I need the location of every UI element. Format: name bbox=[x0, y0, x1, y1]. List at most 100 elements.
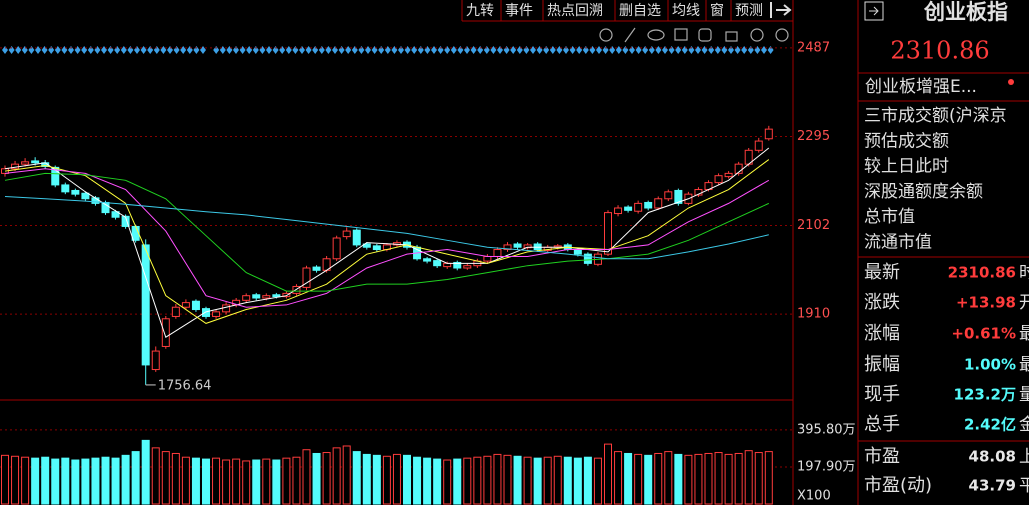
toolbar-button[interactable]: 热点回溯 bbox=[547, 3, 603, 19]
toolbar-button[interactable]: 删自选 bbox=[619, 3, 661, 19]
quote-value: 2310.86 bbox=[948, 264, 1016, 282]
volume-bar bbox=[523, 456, 532, 505]
candle-body bbox=[212, 311, 221, 317]
quote-label: 市盈 bbox=[864, 446, 900, 467]
info-item[interactable]: 三市成交额(沪深京 bbox=[864, 106, 1007, 126]
candle-body bbox=[252, 294, 261, 299]
toolbar-button[interactable]: 事件 bbox=[505, 3, 533, 19]
quote-next-label: 平 bbox=[1019, 476, 1029, 496]
index-price: 2310.86 bbox=[890, 37, 989, 65]
quote-value: 123.2万 bbox=[954, 386, 1016, 404]
marker-diamond bbox=[523, 46, 530, 54]
volume-bar bbox=[21, 456, 30, 505]
volume-bar bbox=[111, 457, 120, 505]
volume-bar bbox=[282, 457, 291, 505]
info-item[interactable]: 深股通额度余额 bbox=[864, 182, 983, 202]
status-dot bbox=[1008, 79, 1014, 85]
candle-body bbox=[463, 265, 472, 269]
unit-label: X100 bbox=[797, 489, 831, 504]
quote-label: 现手 bbox=[864, 384, 900, 405]
candle-body bbox=[191, 300, 200, 311]
candle-body bbox=[734, 163, 743, 174]
volume-bar bbox=[272, 459, 281, 505]
icon[interactable] bbox=[775, 28, 789, 42]
icon[interactable] bbox=[647, 29, 665, 41]
info-item[interactable]: 较上日此时 bbox=[864, 157, 949, 177]
candle-body bbox=[433, 260, 442, 267]
icon[interactable] bbox=[674, 28, 688, 41]
quote-value: 48.08 bbox=[969, 448, 1016, 466]
candle-body bbox=[624, 206, 633, 211]
panel-icon[interactable] bbox=[864, 1, 884, 21]
icon[interactable] bbox=[599, 28, 613, 42]
sub-title[interactable]: 创业板增强E... bbox=[865, 77, 977, 97]
toolbar-button[interactable]: 窗 bbox=[710, 2, 724, 19]
volume-bar bbox=[573, 457, 582, 505]
info-item[interactable]: 预估成交额 bbox=[864, 131, 949, 151]
marker-diamond bbox=[602, 46, 609, 54]
marker-diamond bbox=[107, 46, 114, 54]
toolbar-button[interactable]: 均线 bbox=[672, 3, 700, 19]
marker-diamond bbox=[48, 46, 55, 54]
toolbar-button[interactable]: 预测 bbox=[735, 3, 763, 19]
quote-label: 涨幅 bbox=[864, 323, 900, 344]
candle-body bbox=[372, 245, 381, 251]
volume-bar bbox=[372, 454, 381, 505]
volume-bar bbox=[121, 454, 130, 505]
candle-body bbox=[724, 172, 733, 178]
quote-next-label: 时 bbox=[1019, 263, 1029, 283]
marker-diamond bbox=[688, 46, 695, 54]
volume-bar bbox=[362, 453, 371, 505]
volume-bar bbox=[634, 453, 643, 505]
volume-bar bbox=[212, 457, 221, 505]
volume-bar bbox=[593, 457, 602, 505]
y-tick-label: 1910 bbox=[797, 307, 830, 322]
candle-body bbox=[121, 215, 130, 227]
icon[interactable] bbox=[698, 28, 712, 42]
candle-body bbox=[21, 161, 30, 165]
volume-bar bbox=[543, 456, 552, 505]
volume-bar bbox=[252, 459, 261, 505]
volume-bar bbox=[403, 454, 411, 505]
candle-body bbox=[352, 229, 361, 246]
volume-bar bbox=[151, 447, 160, 505]
volume-bar bbox=[11, 455, 20, 505]
toolbar-button[interactable]: 九转 bbox=[466, 3, 494, 19]
candle-body bbox=[161, 318, 170, 347]
volume-bar bbox=[342, 445, 351, 505]
candle-body bbox=[583, 253, 592, 264]
volume-bar bbox=[332, 447, 341, 505]
volume-bar bbox=[433, 458, 442, 505]
volume-bar bbox=[302, 449, 311, 505]
icon[interactable] bbox=[725, 31, 738, 42]
candle-body bbox=[202, 308, 210, 317]
candle-body bbox=[171, 306, 180, 317]
candle-body bbox=[282, 292, 291, 298]
icon[interactable] bbox=[750, 28, 764, 42]
marker-diamond bbox=[398, 46, 404, 54]
volume-bar bbox=[704, 452, 713, 505]
volume-bar bbox=[583, 456, 592, 505]
quote-next-label: 最 bbox=[1019, 324, 1029, 344]
candle-body bbox=[573, 249, 582, 255]
marker-diamond bbox=[193, 46, 200, 54]
volume-bar bbox=[222, 459, 231, 505]
marker-diamond bbox=[728, 46, 734, 54]
candle-body bbox=[131, 225, 140, 241]
marker-diamond bbox=[272, 46, 279, 54]
info-item[interactable]: 流通市值 bbox=[864, 233, 932, 253]
icon[interactable] bbox=[624, 27, 636, 43]
quote-value: +13.98 bbox=[956, 294, 1016, 312]
quote-value: 2.42亿 bbox=[964, 416, 1016, 434]
volume-bar bbox=[684, 454, 693, 505]
volume-bar bbox=[463, 457, 472, 505]
candle-body bbox=[222, 304, 231, 313]
candle-body bbox=[312, 266, 321, 271]
marker-diamond bbox=[233, 46, 239, 54]
volume-bar bbox=[352, 451, 361, 505]
quote-value: 1.00% bbox=[964, 356, 1016, 374]
toolbar-icon[interactable] bbox=[770, 2, 792, 18]
info-item[interactable]: 总市值 bbox=[864, 207, 915, 227]
volume-bar bbox=[513, 455, 522, 505]
